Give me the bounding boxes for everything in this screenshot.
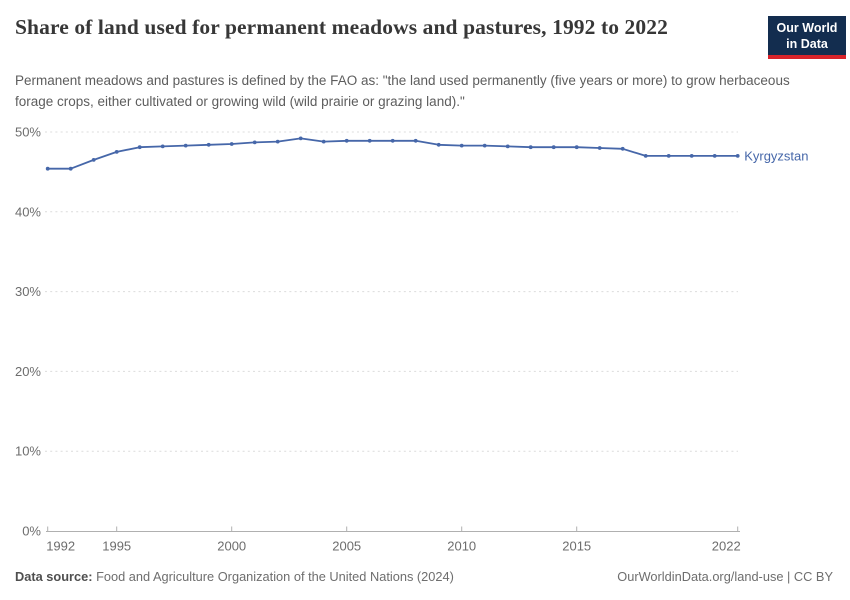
data-point[interactable]: [643, 154, 648, 158]
y-tick-label: 50%: [15, 125, 41, 140]
x-tick-label: 1992: [46, 539, 75, 554]
line-series-kyrgyzstan[interactable]: [46, 137, 739, 170]
data-point[interactable]: [344, 138, 349, 143]
data-point[interactable]: [574, 145, 579, 150]
data-point[interactable]: [436, 142, 441, 147]
chart-subtitle: Permanent meadows and pastures is define…: [15, 73, 790, 109]
data-source-label: Data source:: [15, 569, 93, 584]
y-tick-label: 30%: [15, 284, 41, 299]
x-tick-label: 2015: [562, 539, 591, 554]
y-tick-label: 20%: [15, 364, 41, 379]
data-point[interactable]: [367, 138, 372, 143]
logo-line1: Our World: [776, 21, 838, 35]
data-point[interactable]: [68, 166, 73, 171]
data-point[interactable]: [114, 150, 119, 154]
data-point[interactable]: [252, 140, 257, 145]
y-tick-label: 40%: [15, 204, 41, 219]
data-point[interactable]: [735, 154, 740, 158]
data-point[interactable]: [459, 143, 464, 148]
data-point[interactable]: [206, 142, 211, 147]
data-source-note: Data source: Food and Agriculture Organi…: [15, 569, 454, 585]
data-point[interactable]: [620, 146, 625, 151]
y-tick-label: 0%: [22, 524, 41, 539]
chart-title: Share of land used for permanent meadows…: [15, 15, 668, 39]
data-point[interactable]: [321, 139, 326, 144]
credit-link[interactable]: OurWorldinData.org/land-use | CC BY: [617, 569, 833, 584]
x-tick-label: 2010: [447, 539, 476, 554]
data-point[interactable]: [91, 158, 96, 162]
data-point[interactable]: [137, 145, 142, 150]
x-tick-label: 2000: [217, 539, 246, 554]
y-tick-label: 10%: [15, 444, 41, 459]
data-point[interactable]: [666, 154, 671, 158]
chart-footer: Data source: Food and Agriculture Organi…: [15, 569, 833, 585]
data-source-text: Food and Agriculture Organization of the…: [92, 569, 454, 584]
data-point[interactable]: [298, 136, 303, 141]
data-point[interactable]: [275, 139, 280, 144]
data-point[interactable]: [390, 138, 395, 143]
data-point[interactable]: [689, 154, 694, 158]
data-point[interactable]: [160, 144, 165, 149]
owid-logo[interactable]: Our World in Data: [768, 16, 846, 59]
data-point[interactable]: [505, 144, 510, 149]
data-point[interactable]: [183, 143, 188, 148]
data-point[interactable]: [45, 166, 50, 171]
data-point[interactable]: [413, 138, 418, 143]
data-point[interactable]: [482, 143, 487, 148]
data-point[interactable]: [229, 142, 234, 146]
data-point[interactable]: [528, 145, 533, 150]
data-point[interactable]: [597, 146, 602, 150]
x-tick-label: 2022: [712, 539, 741, 554]
series-label-kyrgyzstan[interactable]: Kyrgyzstan: [744, 148, 808, 163]
data-point[interactable]: [712, 154, 717, 158]
logo-line2: in Data: [786, 37, 828, 51]
data-point[interactable]: [551, 145, 556, 150]
x-tick-label: 2005: [332, 539, 361, 554]
x-tick-label: 1995: [102, 539, 131, 554]
